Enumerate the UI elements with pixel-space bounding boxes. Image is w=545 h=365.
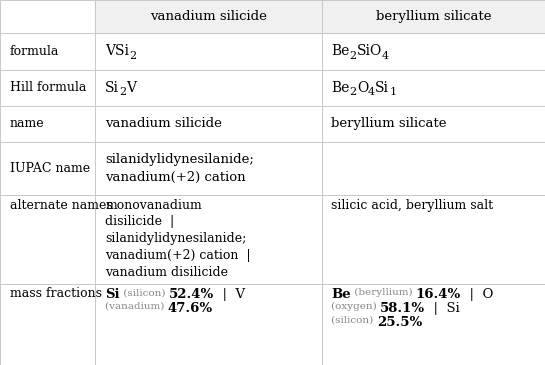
Text: mass fractions: mass fractions xyxy=(10,287,102,300)
Text: (oxygen): (oxygen) xyxy=(331,302,380,311)
Text: Hill formula: Hill formula xyxy=(10,81,86,94)
Text: (silicon): (silicon) xyxy=(120,288,168,297)
Text: Si: Si xyxy=(105,81,119,95)
Text: (vanadium): (vanadium) xyxy=(105,302,168,311)
Text: Be: Be xyxy=(331,81,350,95)
Text: VSi: VSi xyxy=(105,44,129,58)
Text: beryllium silicate: beryllium silicate xyxy=(376,10,491,23)
Text: 16.4%: 16.4% xyxy=(416,288,461,301)
Text: Be: Be xyxy=(331,288,351,301)
Text: 2: 2 xyxy=(350,87,357,97)
Text: V: V xyxy=(126,81,136,95)
Text: 58.1%: 58.1% xyxy=(380,302,426,315)
Text: 2: 2 xyxy=(129,51,136,61)
Text: 25.5%: 25.5% xyxy=(377,316,422,329)
Text: (beryllium): (beryllium) xyxy=(351,288,416,297)
Polygon shape xyxy=(95,0,545,33)
Text: (silicon): (silicon) xyxy=(331,316,377,325)
Text: silanidylidynesilanide;
vanadium(+2) cation: silanidylidynesilanide; vanadium(+2) cat… xyxy=(105,153,254,184)
Text: SiO: SiO xyxy=(357,44,382,58)
Text: |  Si: | Si xyxy=(426,302,460,315)
Text: vanadium silicide: vanadium silicide xyxy=(150,10,267,23)
Text: name: name xyxy=(10,118,45,130)
Text: 2: 2 xyxy=(119,87,126,97)
Text: 4: 4 xyxy=(382,51,389,61)
Text: vanadium silicide: vanadium silicide xyxy=(105,118,222,130)
Text: |  V: | V xyxy=(214,288,245,301)
Text: Be: Be xyxy=(331,44,350,58)
Text: monovanadium
disilicide  |
silanidylidynesilanide;
vanadium(+2) cation  |
vanadi: monovanadium disilicide | silanidylidyne… xyxy=(105,199,251,279)
Text: formula: formula xyxy=(10,45,59,58)
Text: 1: 1 xyxy=(389,87,396,97)
Text: 52.4%: 52.4% xyxy=(168,288,214,301)
Text: 47.6%: 47.6% xyxy=(168,302,213,315)
Text: beryllium silicate: beryllium silicate xyxy=(331,118,447,130)
Text: 4: 4 xyxy=(368,87,376,97)
Text: alternate names: alternate names xyxy=(10,199,113,212)
Text: Si: Si xyxy=(105,288,120,301)
Text: |  O: | O xyxy=(461,288,493,301)
Text: O: O xyxy=(357,81,368,95)
Text: 2: 2 xyxy=(350,51,357,61)
Text: IUPAC name: IUPAC name xyxy=(10,162,90,175)
Text: silicic acid, beryllium salt: silicic acid, beryllium salt xyxy=(331,199,493,212)
Text: Si: Si xyxy=(376,81,389,95)
